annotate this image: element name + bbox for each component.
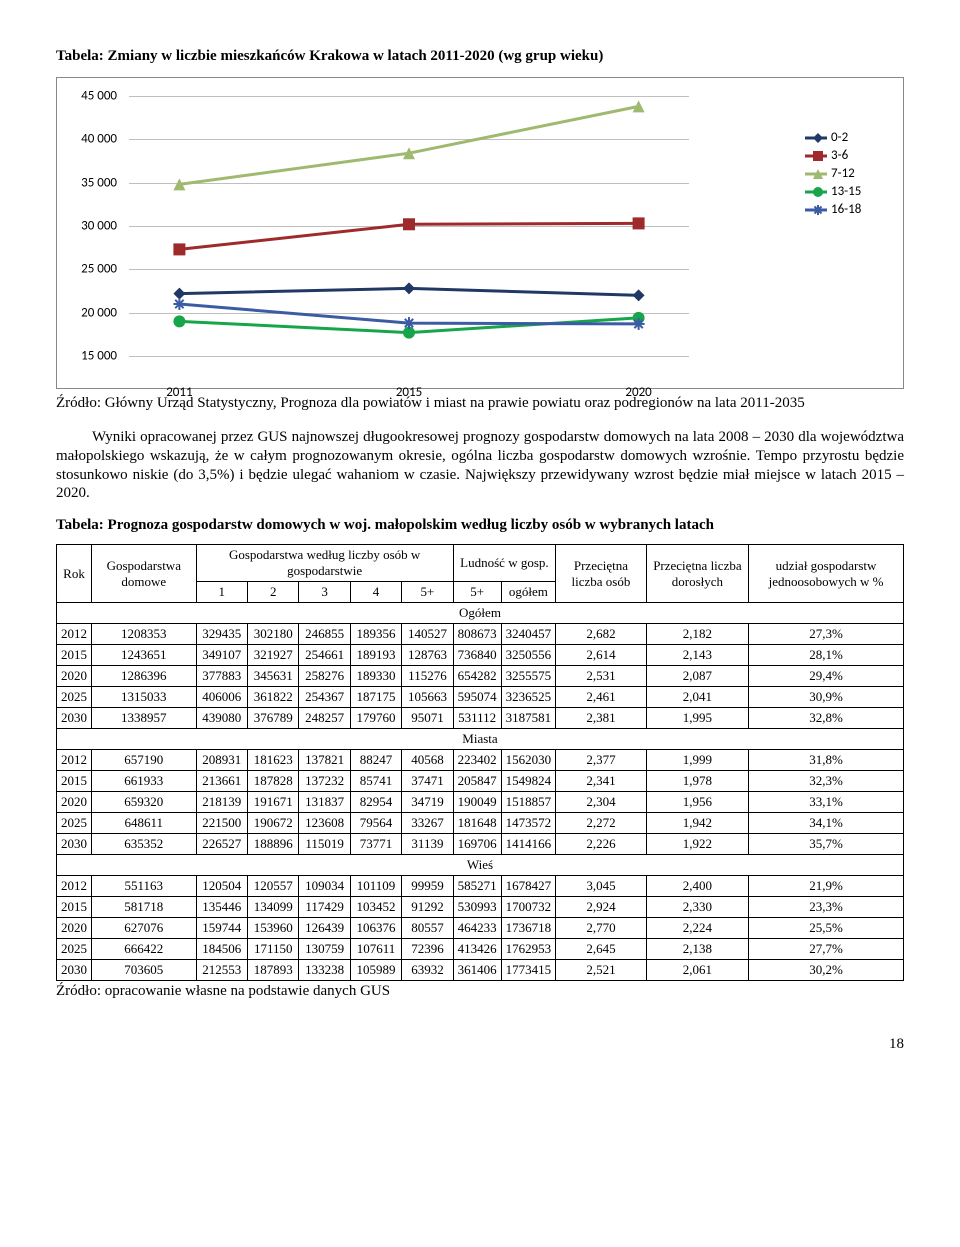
table-row: 2025648611221500190672123608795643326718… <box>57 813 904 834</box>
table-row: 2020659320218139191671131837829543471919… <box>57 792 904 813</box>
legend-item: 7-12 <box>805 166 885 181</box>
table-row: 2030635352226527188896115019737713113916… <box>57 834 904 855</box>
chart-title: Tabela: Zmiany w liczbie mieszkańców Kra… <box>56 48 904 65</box>
table-row: 2015124365134910732192725466118919312876… <box>57 645 904 666</box>
table-row: 2025666422184506171150130759107611723964… <box>57 939 904 960</box>
legend-item: 13-15 <box>805 184 885 199</box>
table-row: 2015581718135446134099117429103452912925… <box>57 897 904 918</box>
legend-item: 0-2 <box>805 130 885 145</box>
table-row: 2012657190208931181623137821882474056822… <box>57 750 904 771</box>
data-table: RokGospodarstwa domoweGospodarstwa wedłu… <box>56 544 904 981</box>
chart-legend: 0-2 3-6 7-12 13-15 16-18 <box>805 90 885 380</box>
table-row: 2012551163120504120557109034101109999595… <box>57 876 904 897</box>
table-title: Tabela: Prognoza gospodarstw domowych w … <box>56 517 904 534</box>
chart-container: 15 00020 00025 00030 00035 00040 00045 0… <box>56 77 904 389</box>
table-row: 2030133895743908037678924825717976095071… <box>57 708 904 729</box>
x-tick-label: 2020 <box>625 385 651 400</box>
x-tick-label: 2015 <box>396 385 422 400</box>
table-row: 2015661933213661187828137232857413747120… <box>57 771 904 792</box>
table-row: 2025131503340600636182225436718717510566… <box>57 687 904 708</box>
legend-item: 3-6 <box>805 148 885 163</box>
chart-plot: 15 00020 00025 00030 00035 00040 00045 0… <box>69 90 805 380</box>
body-paragraph: Wyniki opracowanej przez GUS najnowszej … <box>56 428 904 503</box>
table-row: 2012120835332943530218024685518935614052… <box>57 624 904 645</box>
table-source: Źródło: opracowanie własne na podstawie … <box>56 983 904 1000</box>
table-row: 2020128639637788334563125827618933011527… <box>57 666 904 687</box>
x-tick-label: 2011 <box>166 385 192 400</box>
table-row: 2030703605212553187893133238105989639323… <box>57 960 904 981</box>
page-number: 18 <box>56 1036 904 1053</box>
table-row: 2020627076159744153960126439106376805574… <box>57 918 904 939</box>
legend-item: 16-18 <box>805 202 885 217</box>
